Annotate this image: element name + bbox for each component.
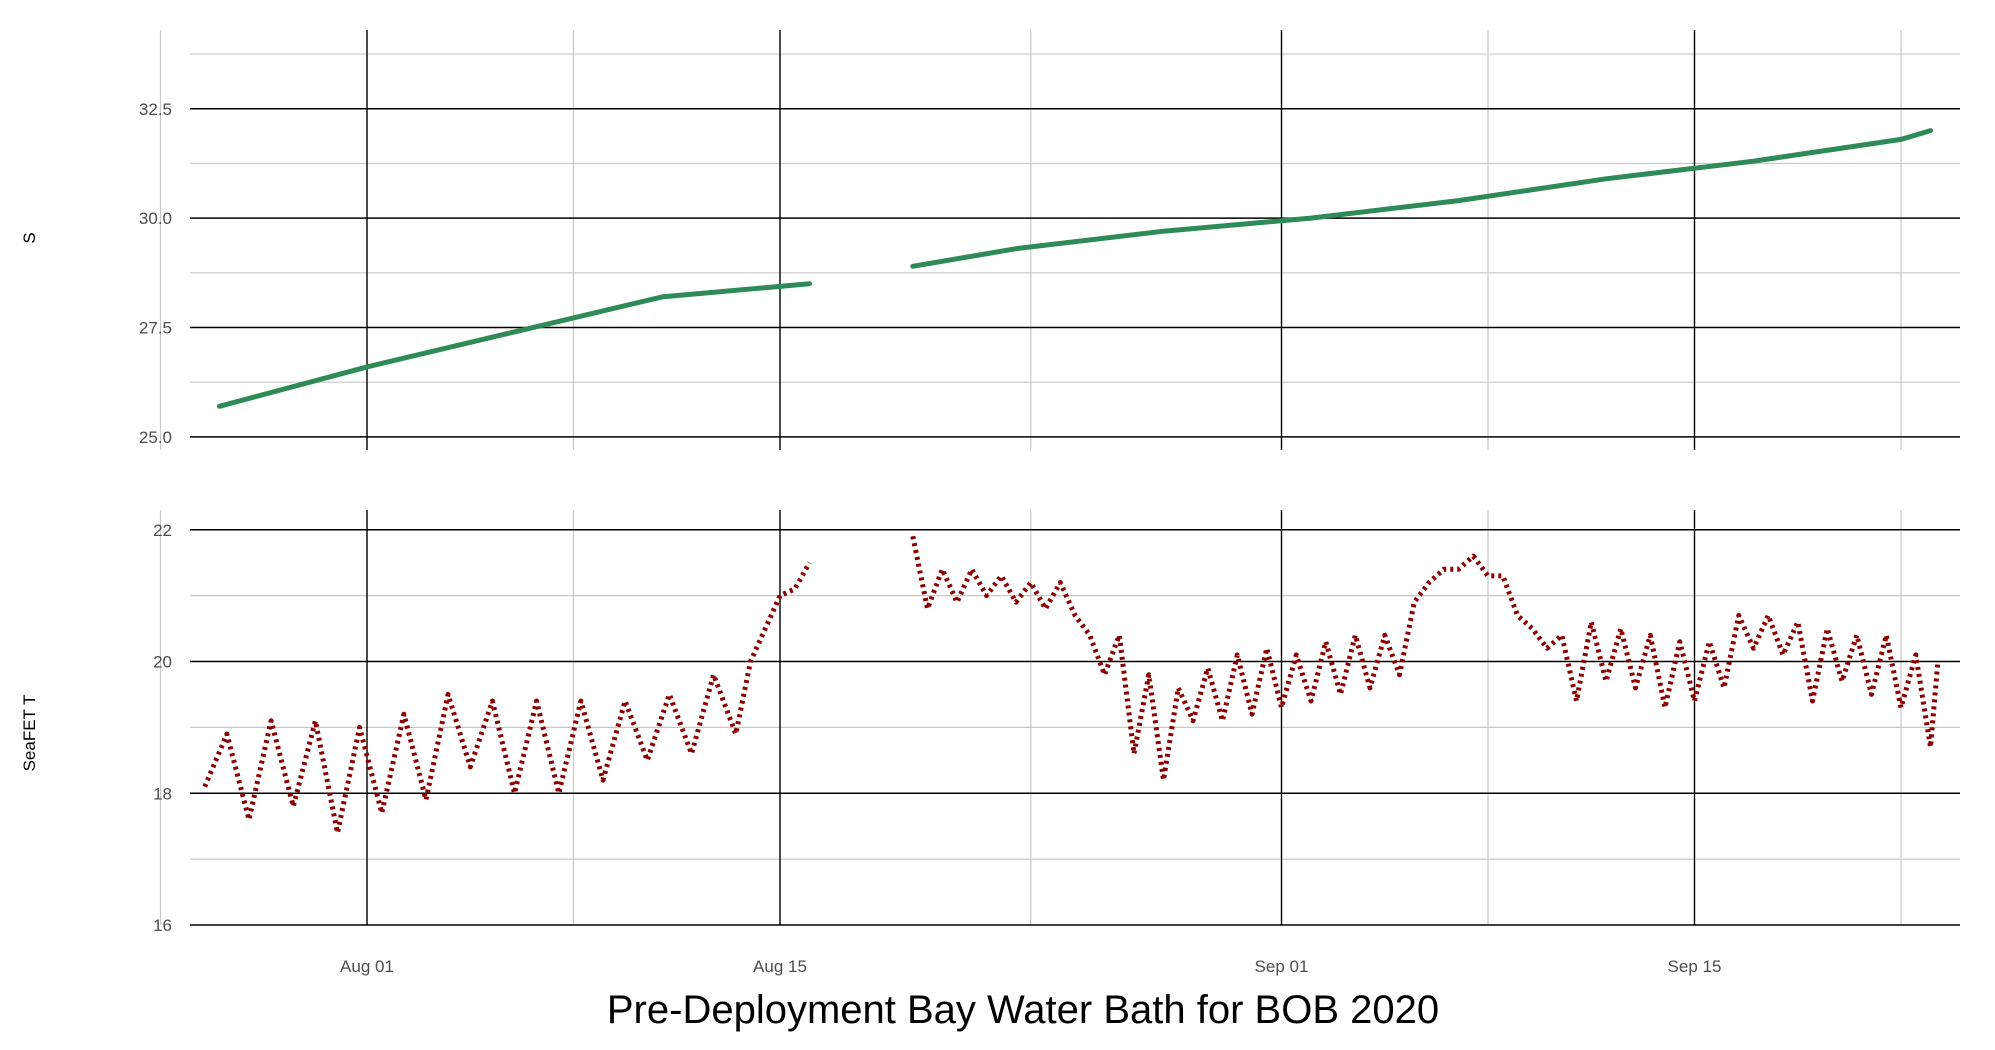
chart-title: Pre-Deployment Bay Water Bath for BOB 20… (607, 988, 1439, 1032)
x-tick-label: Sep 01 (1255, 957, 1309, 976)
salinity-axis-title: S (20, 232, 39, 243)
salinity-series-line (910, 128, 1933, 269)
salinity-panel: 25.0 27.5 30.0 32.5 (139, 30, 1960, 450)
y-tick-label: 20 (153, 653, 172, 672)
y-tick-label: 30.0 (139, 209, 172, 228)
seafet-temperature-axis-title: SeaFET T (20, 695, 39, 772)
seafet-temperature-panel: 16 18 20 22 Aug 01 Aug 15 Sep 01 Sep 15 (153, 510, 1960, 976)
y-tick-label: 22 (153, 521, 172, 540)
y-tick-label: 16 (153, 916, 172, 935)
x-tick-label: Sep 15 (1668, 957, 1722, 976)
x-tick-label: Aug 01 (340, 957, 394, 976)
seafet-temperature-series-line (202, 561, 812, 836)
y-tick-label: 25.0 (139, 428, 172, 447)
y-tick-label: 32.5 (139, 100, 172, 119)
salinity-series-line (217, 281, 812, 409)
seafet-temperature-series-line (910, 535, 1941, 783)
y-tick-label: 18 (153, 784, 172, 803)
x-tick-label: Aug 15 (753, 957, 807, 976)
y-tick-label: 27.5 (139, 319, 172, 338)
